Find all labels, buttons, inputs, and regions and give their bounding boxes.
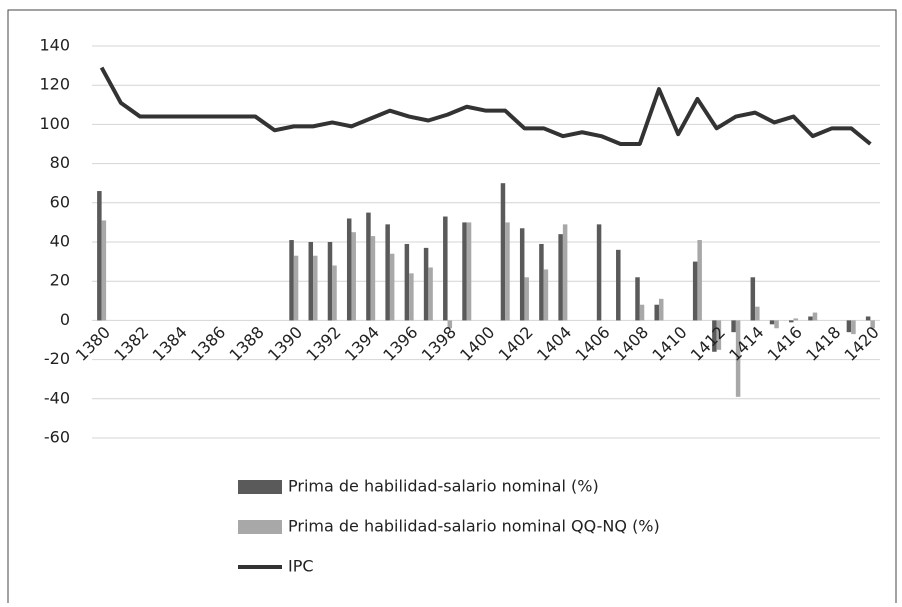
bar (370, 236, 376, 321)
y-tick-label: 60 (50, 192, 70, 211)
bar (731, 320, 736, 333)
x-tick-label: 1406 (571, 323, 613, 365)
x-tick-label: 1394 (341, 323, 383, 365)
legend-label: Prima de habilidad-salario nominal QQ-NQ… (288, 517, 660, 536)
legend-swatch (238, 520, 282, 534)
legend-label: IPC (288, 557, 314, 576)
bar (428, 267, 433, 321)
bar (308, 242, 314, 321)
x-tick-label: 1416 (764, 323, 806, 365)
bar (543, 269, 549, 321)
bar (774, 320, 779, 329)
bar (524, 277, 529, 321)
bar (658, 298, 664, 321)
y-tick-label: 120 (39, 75, 70, 94)
y-tick-label: 40 (50, 232, 70, 251)
bar (293, 255, 299, 321)
bar (793, 318, 799, 321)
x-tick-label: 1412 (687, 323, 729, 365)
bar (789, 320, 794, 323)
x-tick-label: 1398 (418, 323, 460, 365)
bar (447, 320, 453, 329)
bar (846, 320, 852, 333)
x-tick-label: 1390 (264, 323, 306, 365)
y-tick-label: 140 (39, 36, 70, 55)
line (99, 66, 872, 146)
y-tick-label: 0 (60, 310, 70, 329)
bar (865, 316, 871, 321)
bar (870, 320, 875, 329)
x-tick-label: 1382 (110, 323, 152, 365)
bar (812, 312, 818, 321)
bar (539, 243, 544, 321)
y-tick-label: 100 (39, 114, 70, 133)
y-tick-label: -20 (44, 349, 70, 368)
bar (735, 320, 741, 397)
bar (692, 261, 698, 321)
bar (97, 191, 102, 321)
bar (366, 212, 371, 321)
bar (851, 320, 856, 335)
x-tick-label: 1402 (495, 323, 537, 365)
bar (519, 228, 525, 321)
x-tick-label: 1418 (802, 323, 844, 365)
bar (327, 242, 333, 321)
bar (639, 304, 645, 321)
x-tick-label: 1380 (72, 323, 114, 365)
bar (466, 222, 472, 321)
bar (654, 304, 659, 321)
bar (313, 255, 318, 321)
y-tick-label: 20 (50, 271, 70, 290)
bar (423, 247, 429, 321)
bar (558, 234, 563, 321)
bar (750, 277, 756, 321)
x-tick-label: 1400 (456, 323, 498, 365)
bar (808, 316, 813, 321)
legend-label: Prima de habilidad-salario nominal (%) (288, 477, 599, 496)
bar (443, 216, 448, 321)
bar (505, 222, 510, 321)
bar (769, 320, 775, 325)
x-tick-label: 1396 (379, 323, 421, 365)
bar (596, 224, 602, 321)
y-tick-label: -40 (44, 388, 70, 407)
bar (289, 240, 294, 321)
bar (389, 253, 395, 321)
x-tick-label: 1404 (533, 323, 575, 365)
legend-swatch (238, 480, 282, 494)
bar (351, 232, 356, 321)
bar (346, 218, 352, 321)
y-tick-label: -60 (44, 428, 70, 447)
bar (635, 277, 640, 321)
bar (712, 320, 717, 352)
x-tick-label: 1408 (610, 323, 652, 365)
x-tick-label: 1384 (149, 323, 191, 365)
y-tick-label: 80 (50, 153, 70, 172)
bar (385, 224, 390, 321)
bar (716, 320, 722, 350)
bar (500, 183, 506, 321)
bar (616, 249, 621, 321)
bar (697, 240, 702, 321)
x-tick-label: 1392 (302, 323, 344, 365)
x-tick-label: 1386 (187, 323, 229, 365)
bar (409, 273, 414, 321)
bar (101, 220, 107, 321)
x-tick-label: 1410 (648, 323, 690, 365)
bar (462, 222, 467, 321)
bar (755, 306, 760, 321)
x-tick-label: 1388 (226, 323, 268, 365)
bar (404, 243, 410, 321)
bar (562, 224, 568, 321)
chart-frame (7, 9, 897, 607)
bar (332, 265, 337, 321)
